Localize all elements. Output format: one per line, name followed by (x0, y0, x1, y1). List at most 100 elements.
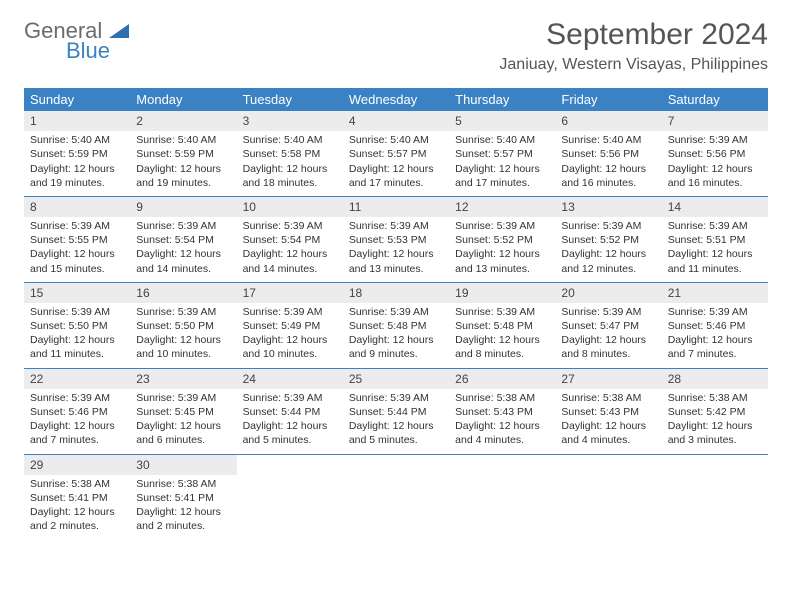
day-number: 13 (555, 197, 661, 217)
day-number: 24 (237, 369, 343, 389)
sunrise-text: Sunrise: 5:38 AM (561, 391, 655, 405)
logo: General Blue (24, 18, 129, 70)
week-row: 29Sunrise: 5:38 AMSunset: 5:41 PMDayligh… (24, 454, 768, 540)
dayheader-wednesday: Wednesday (343, 88, 449, 111)
day-number: 3 (237, 111, 343, 131)
day-cell (343, 455, 449, 540)
logo-text: General Blue (24, 18, 129, 70)
day-number: 26 (449, 369, 555, 389)
day-number: 10 (237, 197, 343, 217)
daylight-text: Daylight: 12 hours and 7 minutes. (30, 419, 124, 447)
daylight-text: Daylight: 12 hours and 14 minutes. (243, 247, 337, 275)
sunrise-text: Sunrise: 5:38 AM (30, 477, 124, 491)
day-body: Sunrise: 5:38 AMSunset: 5:42 PMDaylight:… (662, 389, 768, 454)
sunrise-text: Sunrise: 5:40 AM (561, 133, 655, 147)
sunset-text: Sunset: 5:46 PM (30, 405, 124, 419)
sunrise-text: Sunrise: 5:40 AM (349, 133, 443, 147)
sunset-text: Sunset: 5:41 PM (30, 491, 124, 505)
day-number: 2 (130, 111, 236, 131)
day-number: 15 (24, 283, 130, 303)
week-row: 22Sunrise: 5:39 AMSunset: 5:46 PMDayligh… (24, 368, 768, 454)
day-body: Sunrise: 5:39 AMSunset: 5:47 PMDaylight:… (555, 303, 661, 368)
day-cell: 9Sunrise: 5:39 AMSunset: 5:54 PMDaylight… (130, 197, 236, 282)
sunrise-text: Sunrise: 5:39 AM (30, 305, 124, 319)
daylight-text: Daylight: 12 hours and 11 minutes. (668, 247, 762, 275)
daylight-text: Daylight: 12 hours and 10 minutes. (243, 333, 337, 361)
daylight-text: Daylight: 12 hours and 4 minutes. (455, 419, 549, 447)
day-body: Sunrise: 5:39 AMSunset: 5:44 PMDaylight:… (237, 389, 343, 454)
day-cell (237, 455, 343, 540)
day-cell: 5Sunrise: 5:40 AMSunset: 5:57 PMDaylight… (449, 111, 555, 196)
day-cell: 4Sunrise: 5:40 AMSunset: 5:57 PMDaylight… (343, 111, 449, 196)
week-row: 8Sunrise: 5:39 AMSunset: 5:55 PMDaylight… (24, 196, 768, 282)
sunset-text: Sunset: 5:44 PM (243, 405, 337, 419)
day-number: 9 (130, 197, 236, 217)
sunrise-text: Sunrise: 5:39 AM (561, 305, 655, 319)
day-cell: 27Sunrise: 5:38 AMSunset: 5:43 PMDayligh… (555, 369, 661, 454)
day-cell: 12Sunrise: 5:39 AMSunset: 5:52 PMDayligh… (449, 197, 555, 282)
day-body: Sunrise: 5:39 AMSunset: 5:50 PMDaylight:… (130, 303, 236, 368)
sunrise-text: Sunrise: 5:38 AM (136, 477, 230, 491)
sunrise-text: Sunrise: 5:39 AM (349, 391, 443, 405)
day-cell: 3Sunrise: 5:40 AMSunset: 5:58 PMDaylight… (237, 111, 343, 196)
day-number: 28 (662, 369, 768, 389)
day-cell: 18Sunrise: 5:39 AMSunset: 5:48 PMDayligh… (343, 283, 449, 368)
day-number: 16 (130, 283, 236, 303)
daylight-text: Daylight: 12 hours and 18 minutes. (243, 162, 337, 190)
day-number: 12 (449, 197, 555, 217)
day-cell: 17Sunrise: 5:39 AMSunset: 5:49 PMDayligh… (237, 283, 343, 368)
day-number: 6 (555, 111, 661, 131)
day-number: 8 (24, 197, 130, 217)
sunset-text: Sunset: 5:56 PM (668, 147, 762, 161)
sunset-text: Sunset: 5:58 PM (243, 147, 337, 161)
triangle-icon (109, 25, 129, 42)
day-cell: 22Sunrise: 5:39 AMSunset: 5:46 PMDayligh… (24, 369, 130, 454)
day-number: 30 (130, 455, 236, 475)
dayheader-friday: Friday (555, 88, 661, 111)
day-body: Sunrise: 5:39 AMSunset: 5:44 PMDaylight:… (343, 389, 449, 454)
day-cell: 26Sunrise: 5:38 AMSunset: 5:43 PMDayligh… (449, 369, 555, 454)
day-body: Sunrise: 5:40 AMSunset: 5:59 PMDaylight:… (130, 131, 236, 196)
day-number: 19 (449, 283, 555, 303)
day-number: 20 (555, 283, 661, 303)
sunrise-text: Sunrise: 5:39 AM (455, 305, 549, 319)
sunset-text: Sunset: 5:50 PM (30, 319, 124, 333)
sunset-text: Sunset: 5:54 PM (136, 233, 230, 247)
sunset-text: Sunset: 5:48 PM (455, 319, 549, 333)
day-cell: 13Sunrise: 5:39 AMSunset: 5:52 PMDayligh… (555, 197, 661, 282)
day-body: Sunrise: 5:38 AMSunset: 5:43 PMDaylight:… (449, 389, 555, 454)
sunset-text: Sunset: 5:46 PM (668, 319, 762, 333)
sunrise-text: Sunrise: 5:39 AM (243, 391, 337, 405)
daylight-text: Daylight: 12 hours and 6 minutes. (136, 419, 230, 447)
location-text: Janiuay, Western Visayas, Philippines (499, 56, 768, 74)
day-cell (449, 455, 555, 540)
sunrise-text: Sunrise: 5:39 AM (243, 305, 337, 319)
dayheader-row: Sunday Monday Tuesday Wednesday Thursday… (24, 88, 768, 111)
daylight-text: Daylight: 12 hours and 3 minutes. (668, 419, 762, 447)
day-number: 27 (555, 369, 661, 389)
day-body: Sunrise: 5:40 AMSunset: 5:56 PMDaylight:… (555, 131, 661, 196)
sunset-text: Sunset: 5:47 PM (561, 319, 655, 333)
day-body: Sunrise: 5:40 AMSunset: 5:58 PMDaylight:… (237, 131, 343, 196)
sunrise-text: Sunrise: 5:39 AM (455, 219, 549, 233)
day-cell (555, 455, 661, 540)
daylight-text: Daylight: 12 hours and 17 minutes. (349, 162, 443, 190)
day-body: Sunrise: 5:39 AMSunset: 5:54 PMDaylight:… (237, 217, 343, 282)
day-body: Sunrise: 5:39 AMSunset: 5:50 PMDaylight:… (24, 303, 130, 368)
day-cell: 6Sunrise: 5:40 AMSunset: 5:56 PMDaylight… (555, 111, 661, 196)
daylight-text: Daylight: 12 hours and 17 minutes. (455, 162, 549, 190)
calendar: Sunday Monday Tuesday Wednesday Thursday… (24, 88, 768, 539)
sunrise-text: Sunrise: 5:38 AM (455, 391, 549, 405)
day-cell: 25Sunrise: 5:39 AMSunset: 5:44 PMDayligh… (343, 369, 449, 454)
dayheader-tuesday: Tuesday (237, 88, 343, 111)
day-body: Sunrise: 5:38 AMSunset: 5:43 PMDaylight:… (555, 389, 661, 454)
day-cell: 2Sunrise: 5:40 AMSunset: 5:59 PMDaylight… (130, 111, 236, 196)
day-body: Sunrise: 5:39 AMSunset: 5:55 PMDaylight:… (24, 217, 130, 282)
day-number: 25 (343, 369, 449, 389)
day-number: 4 (343, 111, 449, 131)
dayheader-monday: Monday (130, 88, 236, 111)
sunset-text: Sunset: 5:56 PM (561, 147, 655, 161)
day-cell (662, 455, 768, 540)
day-cell: 7Sunrise: 5:39 AMSunset: 5:56 PMDaylight… (662, 111, 768, 196)
daylight-text: Daylight: 12 hours and 12 minutes. (561, 247, 655, 275)
